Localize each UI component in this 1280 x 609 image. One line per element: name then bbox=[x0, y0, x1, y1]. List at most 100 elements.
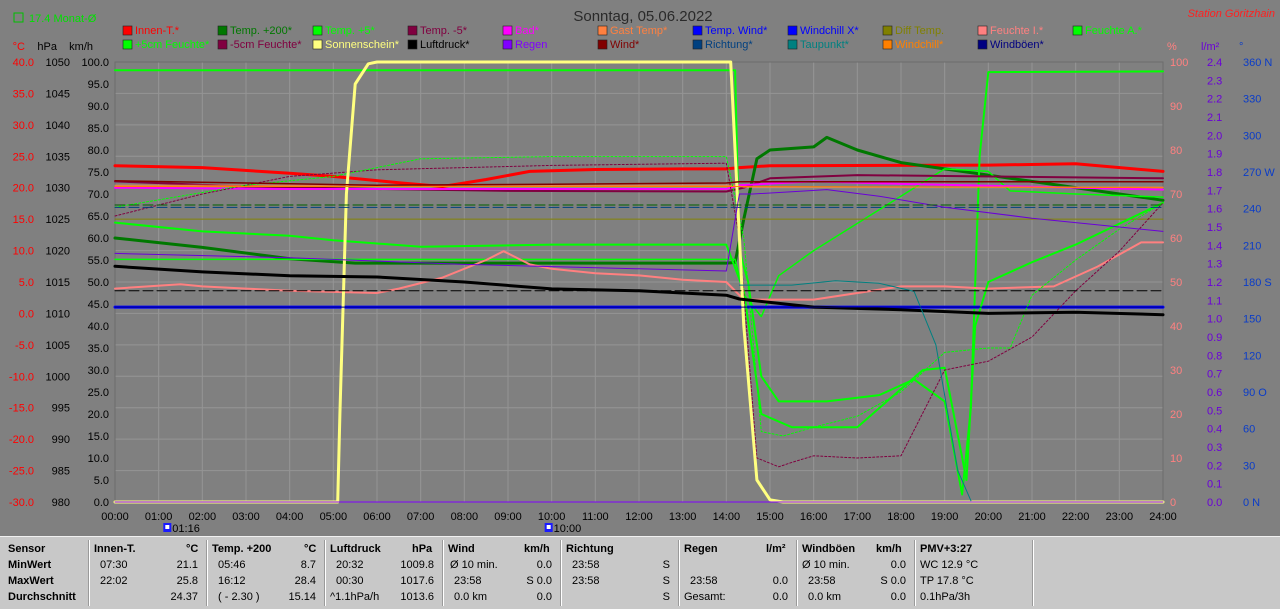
x-axis-tick: 01:00 bbox=[145, 511, 173, 523]
legend-swatch-windchill-x[interactable] bbox=[787, 25, 798, 36]
series-feuchte-a bbox=[114, 201, 1164, 481]
legend-swatch-gast-temp[interactable] bbox=[597, 25, 608, 36]
series-temp-5 bbox=[114, 69, 1164, 496]
wind-row1-label: Ø 10 min. bbox=[450, 559, 498, 571]
legend-swatch-5cm-feuchte[interactable] bbox=[122, 39, 133, 50]
wind-axis-tick: 0.0 bbox=[94, 497, 109, 509]
wind-axis-tick: 20.0 bbox=[88, 409, 109, 421]
x-axis-tick: 18:00 bbox=[887, 511, 915, 523]
wind-row2-value: S 0.0 bbox=[526, 575, 552, 587]
legend-swatch-bad[interactable] bbox=[502, 25, 513, 36]
legend-swatch-temp-200[interactable] bbox=[217, 25, 228, 36]
wind-axis-tick: 5.0 bbox=[94, 475, 109, 487]
windboeen-row1-label: Ø 10 min. bbox=[802, 559, 850, 571]
x-axis-marker-label: 01:16 bbox=[172, 523, 200, 535]
temp-axis-tick: 40.0 bbox=[13, 57, 34, 69]
rain-axis-tick: 0.1 bbox=[1207, 479, 1222, 491]
wind-axis-tick: 15.0 bbox=[88, 431, 109, 443]
rain-axis-tick: 0.3 bbox=[1207, 442, 1222, 454]
legend-swatch-innen-t[interactable] bbox=[122, 25, 133, 36]
legend-swatch-feuchte-a[interactable] bbox=[1072, 25, 1083, 36]
richtung-row2-value: S bbox=[662, 575, 670, 587]
pressure-axis-tick: 990 bbox=[52, 434, 70, 446]
temp200-min-value: 8.7 bbox=[300, 559, 316, 571]
rain-axis-tick: 1.1 bbox=[1207, 295, 1222, 307]
x-axis-tick: 12:00 bbox=[625, 511, 653, 523]
legend-swatch-diff-temp[interactable] bbox=[882, 25, 893, 36]
rain-axis-tick: 1.7 bbox=[1207, 185, 1222, 197]
temp200-max-value: 28.4 bbox=[294, 575, 316, 587]
wind-axis-tick: 65.0 bbox=[88, 211, 109, 223]
wind-row2-label: 23:58 bbox=[454, 575, 482, 587]
legend-swatch-temp-wind[interactable] bbox=[692, 25, 703, 36]
temp-axis-tick: 0.0 bbox=[19, 308, 34, 320]
wind-title: Wind bbox=[448, 543, 475, 555]
series-bad bbox=[114, 180, 1164, 191]
rain-axis-tick: 1.4 bbox=[1207, 240, 1222, 252]
rain-axis-tick: 2.3 bbox=[1207, 75, 1222, 87]
legend-swatch-richtung[interactable] bbox=[692, 39, 703, 50]
x-axis-tick: 16:00 bbox=[800, 511, 828, 523]
x-axis-tick: 02:00 bbox=[189, 511, 217, 523]
legend-swatch-temp-5[interactable] bbox=[407, 25, 418, 36]
direction-axis-tick: 60 bbox=[1243, 424, 1255, 436]
legend-swatch-5cm-feuchte[interactable] bbox=[217, 39, 228, 50]
luftdruck-trend: ^1.1hPa/h bbox=[330, 591, 380, 603]
innen-title: Innen-T. bbox=[94, 543, 136, 555]
wind-axis-tick: 100.0 bbox=[81, 57, 109, 69]
legend-swatch-windb-en[interactable] bbox=[977, 39, 988, 50]
humidity-axis-tick: 10 bbox=[1170, 453, 1182, 465]
x-axis-tick: 07:00 bbox=[407, 511, 435, 523]
luftdruck-title: Luftdruck bbox=[330, 543, 381, 555]
temp-axis-tick: 5.0 bbox=[19, 277, 34, 289]
regen-row2-value: 0.0 bbox=[772, 575, 788, 587]
legend-swatch-sonnenschein[interactable] bbox=[312, 39, 323, 50]
rain-axis-tick: 0.7 bbox=[1207, 369, 1222, 381]
x-axis-tick: 08:00 bbox=[451, 511, 479, 523]
wind-axis-tick: 55.0 bbox=[88, 255, 109, 267]
windboeen-row2-label: 23:58 bbox=[808, 575, 836, 587]
legend-swatch-windchill[interactable] bbox=[882, 39, 893, 50]
legend-label-feuchte-a: Feuchte A.* bbox=[1085, 25, 1143, 37]
luftdruck-max-value: 1017.6 bbox=[400, 575, 434, 587]
rain-axis-tick: 0.4 bbox=[1207, 424, 1222, 436]
humidity-axis-tick: 80 bbox=[1170, 145, 1182, 157]
wind-unit: km/h bbox=[524, 543, 550, 555]
legend-label-wind: Wind* bbox=[610, 39, 640, 51]
humidity-axis-tick: 70 bbox=[1170, 189, 1182, 201]
pressure-axis-title: hPa bbox=[37, 41, 57, 53]
rain-axis-tick: 1.9 bbox=[1207, 149, 1222, 161]
wind-axis-tick: 80.0 bbox=[88, 145, 109, 157]
direction-axis-tick: 270 W bbox=[1243, 167, 1275, 179]
rain-axis-tick: 0.0 bbox=[1207, 497, 1222, 509]
temp-axis-tick: 10.0 bbox=[13, 246, 34, 258]
legend-swatch-luftdruck[interactable] bbox=[407, 39, 418, 50]
x-axis-tick: 19:00 bbox=[931, 511, 959, 523]
legend-swatch-regen[interactable] bbox=[502, 39, 513, 50]
direction-axis-title: ° bbox=[1239, 41, 1243, 53]
rain-axis-tick: 0.2 bbox=[1207, 460, 1222, 472]
temp200-title: Temp. +200 bbox=[212, 543, 272, 555]
series-windchill bbox=[114, 186, 1164, 189]
pmv-taupunkt: TP 17.8 °C bbox=[920, 575, 974, 587]
humidity-axis-tick: 100 bbox=[1170, 57, 1188, 69]
rain-axis-tick: 1.5 bbox=[1207, 222, 1222, 234]
pressure-axis-tick: 1015 bbox=[46, 277, 70, 289]
legend-label-5cm-feuchte: +5cm Feuchte* bbox=[135, 39, 210, 51]
x-axis-tick: 24:00 bbox=[1149, 511, 1177, 523]
pressure-axis-tick: 1005 bbox=[46, 340, 70, 352]
wind-axis-tick: 95.0 bbox=[88, 79, 109, 91]
legend-label-regen: Regen bbox=[515, 39, 547, 51]
monthly-avg-checkbox[interactable] bbox=[13, 12, 24, 23]
legend-swatch-wind[interactable] bbox=[597, 39, 608, 50]
durchschnitt-label: Durchschnitt bbox=[8, 591, 76, 603]
temp-axis-tick: -30.0 bbox=[9, 497, 34, 509]
wind-row3-label: 0.0 km bbox=[454, 591, 488, 603]
legend-swatch-feuchte-i[interactable] bbox=[977, 25, 988, 36]
innen-min-value: 21.1 bbox=[176, 559, 198, 571]
legend-swatch-temp-5[interactable] bbox=[312, 25, 323, 36]
legend-swatch-taupunkt[interactable] bbox=[787, 39, 798, 50]
temp-axis-tick: 35.0 bbox=[13, 88, 34, 100]
legend-label-richtung: Richtung* bbox=[705, 39, 753, 51]
legend: Innen-T.* Temp. +200* Temp. +5* Temp. -5* Ba… bbox=[122, 25, 1143, 51]
